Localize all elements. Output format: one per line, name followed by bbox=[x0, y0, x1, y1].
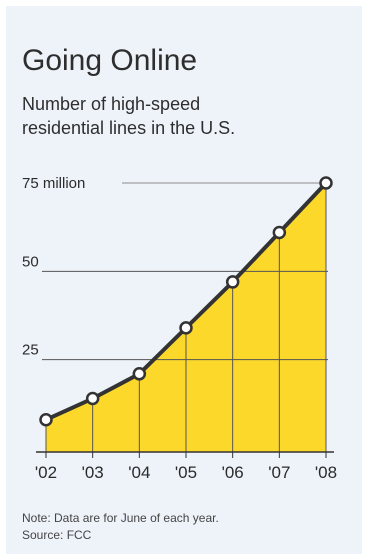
subtitle-line-1: Number of high-speed bbox=[22, 94, 201, 114]
x-tick-label: '06 bbox=[222, 463, 244, 482]
data-point bbox=[179, 321, 193, 335]
data-point bbox=[132, 367, 147, 381]
area-chart: 25 50 75 million '02 '03 '04 '05 '06 '07 '08 bbox=[22, 175, 337, 482]
x-tick-label: '03 bbox=[82, 463, 104, 482]
chart-subtitle: Number of high-speed residential lines i… bbox=[22, 92, 342, 140]
footnote-source: Source: FCC bbox=[22, 528, 92, 542]
y-tick-label: 50 bbox=[22, 253, 39, 270]
chart-footnote: Note: Data are for June of each year. So… bbox=[22, 510, 219, 544]
x-tick-label: '07 bbox=[268, 463, 290, 482]
chart-card: Going Online Number of high-speed reside… bbox=[6, 6, 362, 554]
area-fill bbox=[46, 183, 326, 452]
y-tick-label: 25 bbox=[22, 342, 39, 359]
y-tick-label: 75 million bbox=[22, 175, 85, 192]
footnote-note: Note: Data are for June of each year. bbox=[22, 511, 219, 525]
subtitle-line-2: residential lines in the U.S. bbox=[22, 118, 236, 138]
x-tick-label: '08 bbox=[315, 463, 337, 482]
x-tick-label: '04 bbox=[128, 463, 150, 482]
data-point bbox=[39, 412, 53, 427]
data-point bbox=[272, 225, 287, 240]
data-point bbox=[225, 275, 240, 289]
x-tick-label: '05 bbox=[175, 463, 197, 482]
data-point bbox=[85, 391, 100, 406]
chart-title: Going Online bbox=[22, 44, 198, 77]
x-tick-label: '02 bbox=[35, 463, 57, 482]
data-point bbox=[319, 176, 333, 190]
